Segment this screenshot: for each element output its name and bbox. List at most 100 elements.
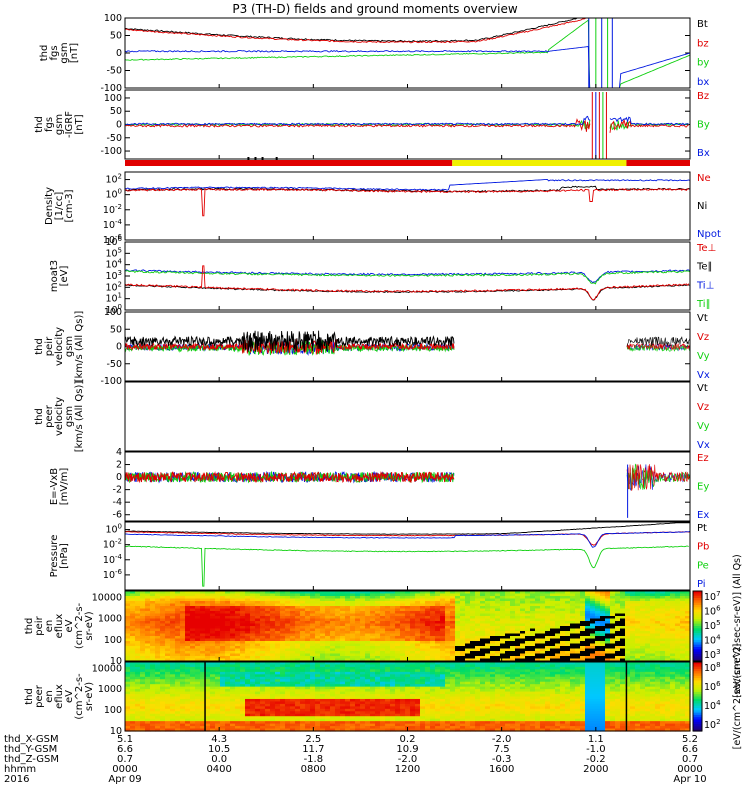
panel-1-frame [124, 17, 691, 89]
te-perp-line [124, 265, 690, 301]
panel-10-tick-label: 100 [104, 705, 122, 716]
colorbar-1-label: [eV/(cm^2-sec-sr-eV)] (All Qs) [732, 554, 743, 697]
panel-5-legend-4: Vx [697, 370, 710, 381]
panel-5-ylabel: velocity [54, 327, 65, 366]
panel-7-tick-label: -2 [113, 485, 122, 496]
panel-7-ylabel: E=-VxB [49, 468, 60, 505]
panel-7-tick-label: 0 [116, 472, 122, 483]
panel-3-legend-1: Ne [697, 173, 711, 184]
panel-3-legend-3: Npot [697, 229, 721, 240]
x-row-2-value: 7.5 [494, 744, 510, 755]
colorbar-2-tick-label: 106 [704, 680, 721, 693]
pi-line [124, 531, 691, 548]
panel-5-tick-label: 50 [110, 324, 122, 335]
panel-1-tick-label: 100 [104, 13, 122, 24]
colorbar-1-tick-label: 104 [704, 634, 721, 647]
panel-9-ylabel: en [44, 620, 55, 633]
colorbar-1-tick-label: 105 [704, 619, 721, 632]
panel-2-tick-label: 0 [116, 120, 122, 131]
colorbar-2-tick-label: 104 [704, 699, 721, 712]
panel-8-legend-2: Pb [697, 542, 709, 553]
panel-4-ylabel: moat3 [49, 260, 60, 292]
panel-6-ylabel: gsm [64, 406, 75, 427]
panel-5-legend-2: Vz [697, 332, 709, 343]
panel-10-tick-label: 1000 [98, 684, 122, 695]
x-row-4-value: 1200 [395, 764, 420, 775]
x-row-label-2: thd_Y-GSM [4, 744, 57, 755]
panel-6-ylabel: velocity [54, 397, 65, 436]
panel-10-ylabel: sr-eV) [84, 682, 95, 711]
panel-3-tick-label: 10-2 [103, 203, 122, 216]
panel-1-ylabel: [nT] [69, 43, 80, 63]
x-row-2-value: 11.7 [302, 744, 324, 755]
panel-2-tick-label: 100 [104, 93, 122, 104]
panel-5-tick-label: -50 [106, 359, 122, 370]
colorbar-1-tick-label: 107 [704, 590, 721, 603]
panel-1-tick-label: -50 [106, 66, 122, 77]
panel-8-legend-4: Pi [697, 579, 706, 590]
x-row-1-value: 5.1 [117, 734, 133, 745]
pb-line [125, 531, 691, 546]
pt-line [124, 522, 690, 535]
pe-line [124, 545, 689, 587]
panel-1-tick-label: -100 [100, 83, 122, 94]
colorbar-1-tick-label: 103 [704, 648, 721, 661]
panel-8-tick-label: 10-2 [103, 538, 122, 551]
panel-9-tick-label: 1000 [98, 614, 122, 625]
x-row-4-value: 0800 [301, 764, 326, 775]
panel-7: E=-VxB [mV/m] 4 20 -2-4 -6 Ez Ey Ex [49, 447, 709, 521]
colorbar-1-tick-label: 106 [704, 605, 721, 618]
colorbar-2-label: [eV/(cm^2-sec-sr-eV)] [732, 644, 743, 750]
x-row-3-value: 0.0 [211, 754, 227, 765]
panel-2-legend-2: By [697, 120, 710, 131]
panel-2-ylabel: gsm [54, 114, 65, 135]
by-line [124, 19, 691, 89]
ti-perp-line [124, 269, 691, 284]
vz-line [124, 339, 455, 356]
panel-5-ylabel: thd [34, 338, 45, 355]
panel-10-ylabel: peer [34, 684, 45, 708]
x-row-1-value: -2.0 [492, 734, 512, 745]
x-row-5-value: Apr 09 [108, 774, 141, 785]
x-row-label-4: hhmm [4, 764, 36, 775]
x-row-3-value: -0.3 [492, 754, 512, 765]
panel-2-tick-label: -50 [106, 133, 122, 144]
x-row-3-value: 0.7 [117, 754, 133, 765]
panel-5-ylabel: [km/s (All Qs)] [74, 311, 85, 383]
panel-3-frame [124, 171, 691, 241]
panel-1-legend-1: Bt [697, 19, 708, 30]
mode-bar-slow-2 [626, 160, 690, 166]
panel-4-legend-2: Te∥ [696, 262, 713, 273]
panel-10-ylabel: eflux [54, 684, 65, 709]
panel-3-ylabel: [1/cc] [54, 192, 65, 221]
panel-10-ylabel: (cm^2-s- [74, 673, 85, 720]
panel-10-ylabel: en [44, 690, 55, 703]
x-row-4-value: 0400 [206, 764, 231, 775]
panel-2-tick-label: -100 [100, 146, 122, 157]
x-row-1-value: 4.3 [211, 734, 227, 745]
panel-10-ylabel: thd [24, 688, 35, 705]
panel-6-ylabel: thd [34, 408, 45, 425]
panel-10-tick-label: 10 [110, 726, 122, 737]
x-row-3-value: -0.2 [586, 754, 606, 765]
x-row-2-value: 6.6 [682, 744, 698, 755]
panel-6-legend-1: Vt [697, 383, 708, 394]
panel-2: thd fgs gsm -IGRF [nT] 100 50 0 -50 -100 Bz By Bx [34, 91, 710, 159]
panel-7-tick-label: -6 [113, 510, 122, 521]
x-row-2-value: 10.9 [396, 744, 418, 755]
panel-10-tick-label: 10000 [92, 663, 122, 674]
panel-7-tick-label: 4 [116, 447, 122, 458]
panel-9-ylabel: eV [64, 619, 75, 632]
panel-2-legend-1: Bz [697, 91, 709, 102]
panel-10: thd peer en eflux eV (cm^2-s-sr-eV) 10000 1000 1… [24, 663, 130, 737]
panel-1-tick-label: 50 [110, 31, 122, 42]
panel-3-ylabel: Density [44, 187, 55, 225]
mode-bar-fast [452, 160, 627, 166]
vt-line [124, 330, 455, 352]
panel-1-ylabel: fgs [49, 45, 60, 60]
ne-line [124, 187, 689, 217]
panel-5-legend-3: Vy [697, 351, 710, 362]
panel-4-frame [124, 241, 691, 311]
dbx-line [609, 116, 689, 126]
